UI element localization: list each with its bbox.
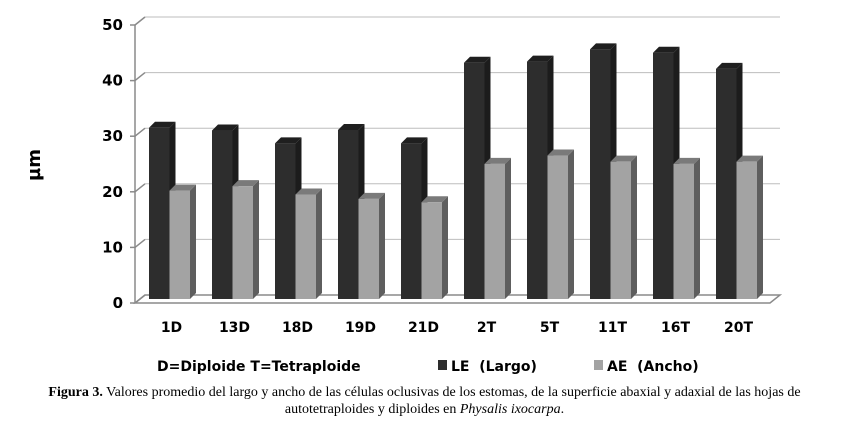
bar-top [421,196,448,203]
x-tick-label: 13D [219,320,250,336]
y-tick-label: 0 [113,294,123,312]
bar-side [253,180,259,299]
bar-2T-ae [484,163,505,299]
caption-label: Figura 3. [48,385,103,400]
caption-species: Physalis ixocarpa [459,402,561,417]
bar-13D-le [212,130,233,299]
bar-11T-ae [610,161,631,299]
bar-side [442,196,448,299]
tick-mark [134,127,146,137]
bar-side [568,149,574,299]
bar-top [610,155,637,162]
figure-caption: Figura 3. Valores promedio del largo y a… [8,384,841,418]
bar-top [736,155,763,162]
legend-label-le: LE (Largo) [451,359,537,375]
bar-top [590,43,617,50]
bar-11T-le [590,49,611,299]
legend-swatch-ae [594,360,603,370]
x-tick-label: 2T [477,320,497,336]
x-tick-label: 18D [282,320,313,336]
bar-side [694,157,700,299]
bar-top [673,157,700,164]
legend-note: D=Diploide T=Tetraploide [157,359,361,375]
x-tick-label: 11T [598,320,627,336]
tick-mark [134,238,146,248]
tick-mark [134,16,146,26]
bar-top [338,123,365,130]
bar-top [401,137,428,144]
x-tick-label: 16T [661,320,690,336]
legend-swatch-le [438,360,447,370]
bar-1D-le [149,127,170,299]
bar-top [212,124,239,131]
bar-19D-le [338,129,359,299]
x-tick-label: 20T [724,320,753,336]
bar-top [169,184,196,191]
x-tick-label: 5T [540,320,560,336]
bar-top [716,62,743,69]
bar-side [316,188,322,299]
y-tick-label: 10 [102,238,123,256]
bar-20T-le [716,68,737,299]
bar-20T-ae [736,161,757,299]
y-tick-label: 30 [102,127,123,145]
bar-16T-le [653,52,674,299]
x-tick-label: 21D [408,320,439,336]
y-tick-label: 20 [102,183,123,201]
bar-16T-ae [673,163,694,299]
bar-2T-le [464,62,485,300]
bar-top [484,157,511,164]
bar-side [379,192,385,299]
bar-1D-ae [169,190,190,299]
x-tick-label: 1D [161,320,182,336]
x-tick-label: 19D [345,320,376,336]
bar-top [275,137,302,144]
bar-18D-ae [295,194,316,299]
bar-5T-le [527,61,548,300]
bar-top [358,192,385,199]
bar-13D-ae [232,186,253,299]
bar-side [757,155,763,299]
caption-end: . [560,402,565,417]
bar-18D-le [275,143,296,299]
floor [132,294,783,304]
y-tick-label: 50 [102,16,123,34]
bar-side [505,157,511,299]
tick-mark [134,72,146,82]
bar-side [190,184,196,299]
bar-top [295,188,322,195]
bar-19D-ae [358,198,379,299]
y-axis-label: µm [24,149,45,181]
bar-side [631,155,637,299]
y-tick-label: 40 [102,72,123,90]
bar-top [464,56,491,63]
bar-5T-ae [547,155,568,299]
bar-top [653,46,680,53]
bar-top [149,121,176,128]
bar-top [232,180,259,187]
bar-21D-le [401,143,422,299]
bar-top [547,149,574,156]
tick-mark [134,183,146,193]
bar-top [527,55,554,62]
bar-21D-ae [421,202,442,299]
bar-chart: 0 10 20 30 40 50 µm 1D 13D 18D 19D 21D 2T 5T 11T 16T 20T… [24,16,783,375]
legend-label-ae: AE (Ancho) [607,359,699,375]
caption-text: Valores promedio del largo y ancho de la… [102,385,801,417]
